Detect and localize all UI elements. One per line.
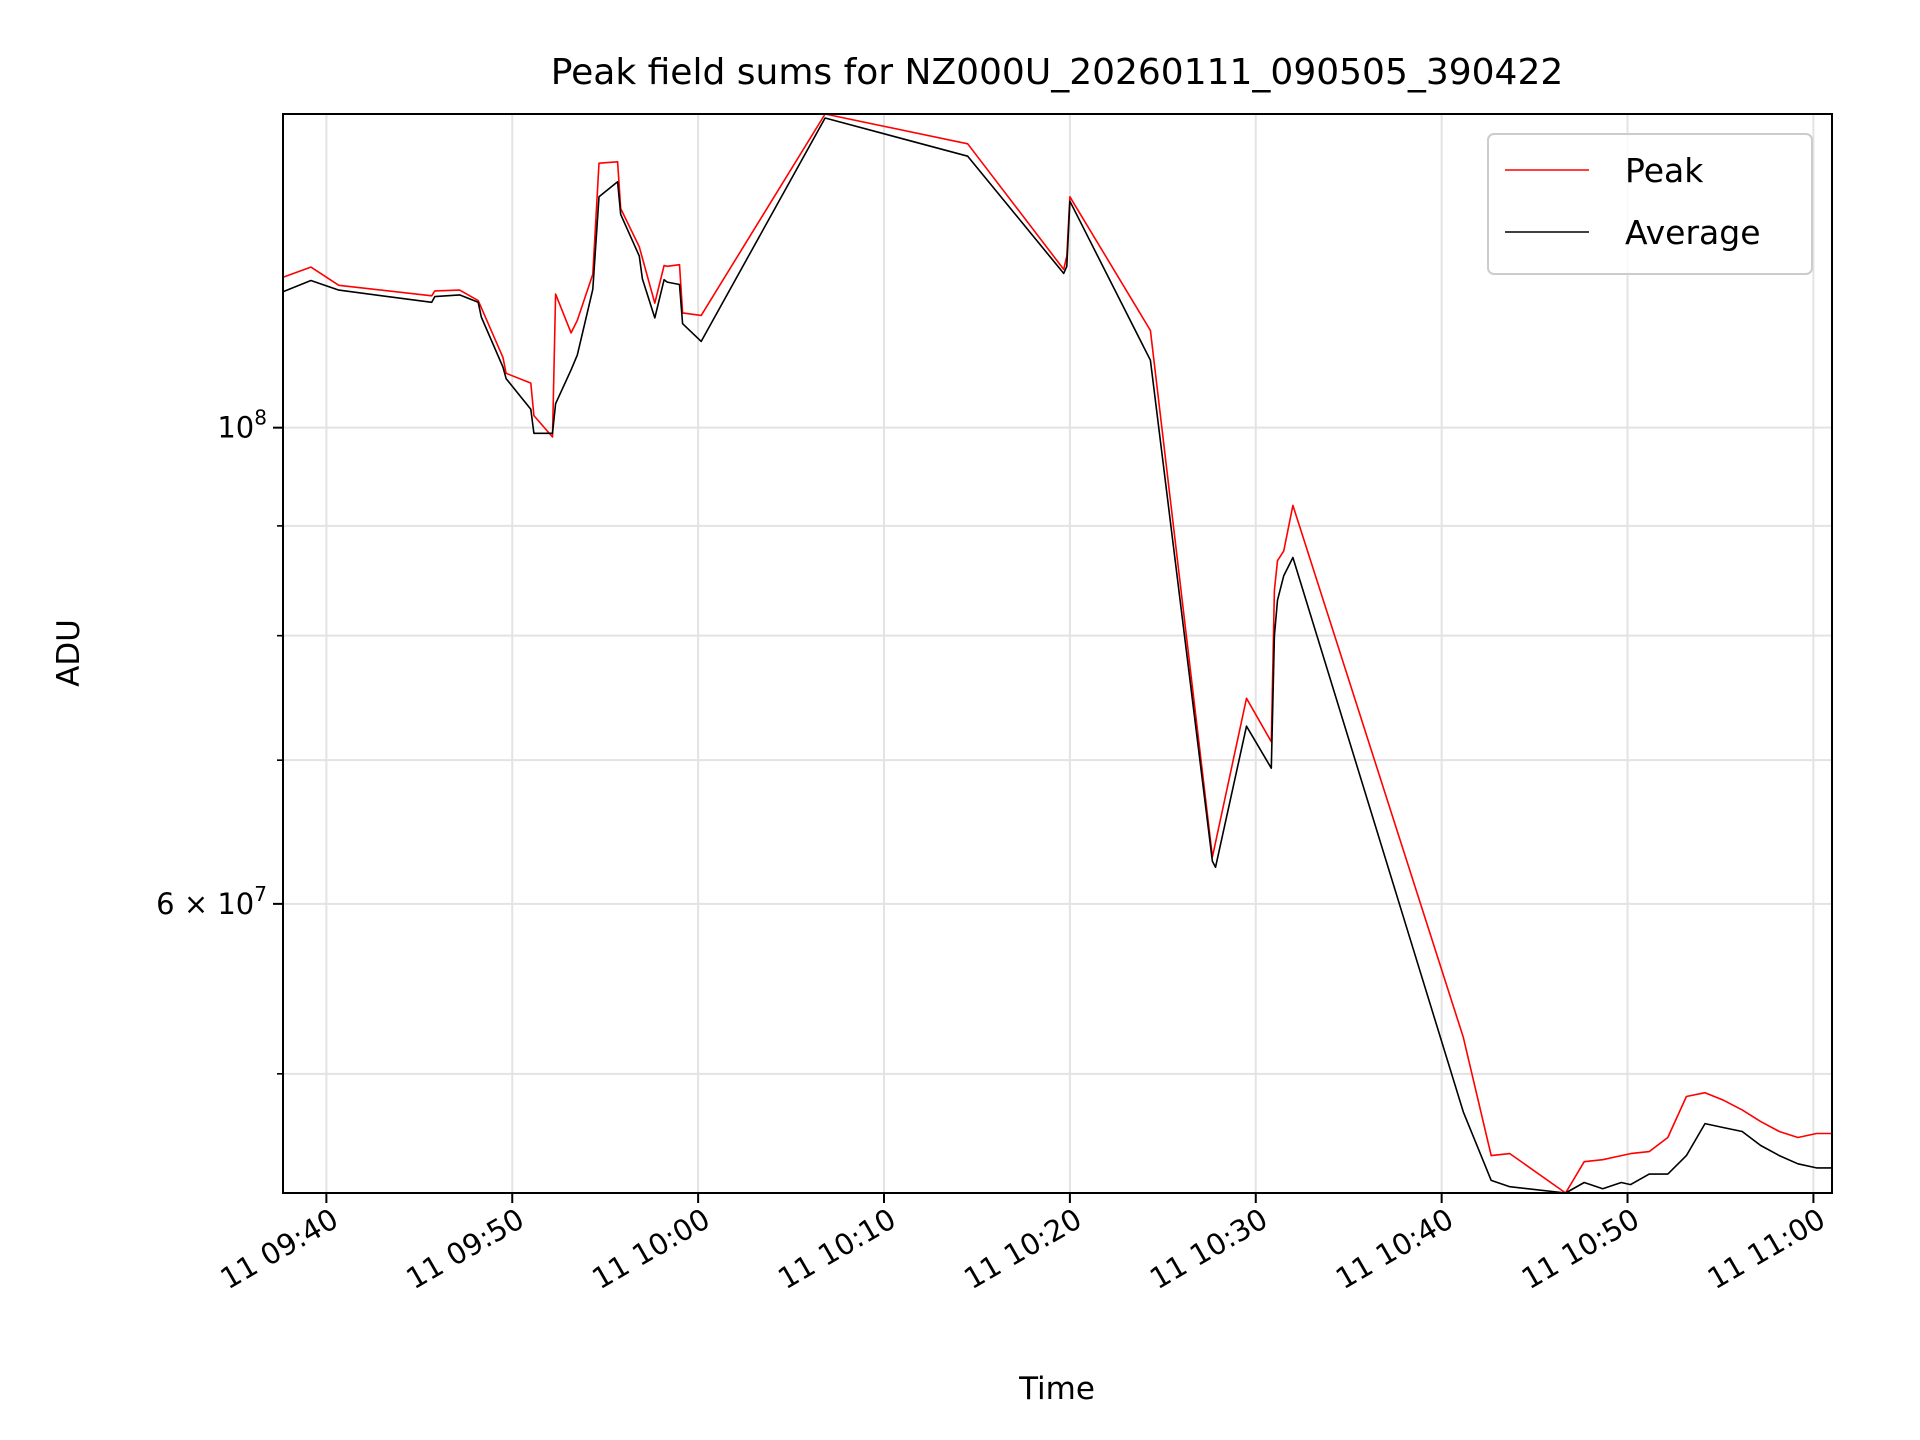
plot-frame	[282, 113, 1833, 1194]
x-axis-label: Time	[1018, 1371, 1095, 1407]
chart-title: Peak field sums for NZ000U_20260111_0905…	[551, 52, 1564, 93]
grid	[283, 114, 1832, 1193]
legend-label-average: Average	[1625, 213, 1761, 252]
legend-label-peak: Peak	[1625, 151, 1704, 190]
legend: Peak Average	[1487, 133, 1813, 275]
series-line-peak	[282, 113, 1832, 1194]
legend-box	[1487, 133, 1813, 275]
y-axis-label: ADU	[51, 619, 87, 687]
series-lines	[282, 113, 1832, 1194]
series-line-average	[282, 117, 1832, 1194]
y-tick-label: 6 × 107	[156, 882, 267, 921]
y-tick-label: 108	[217, 406, 267, 445]
